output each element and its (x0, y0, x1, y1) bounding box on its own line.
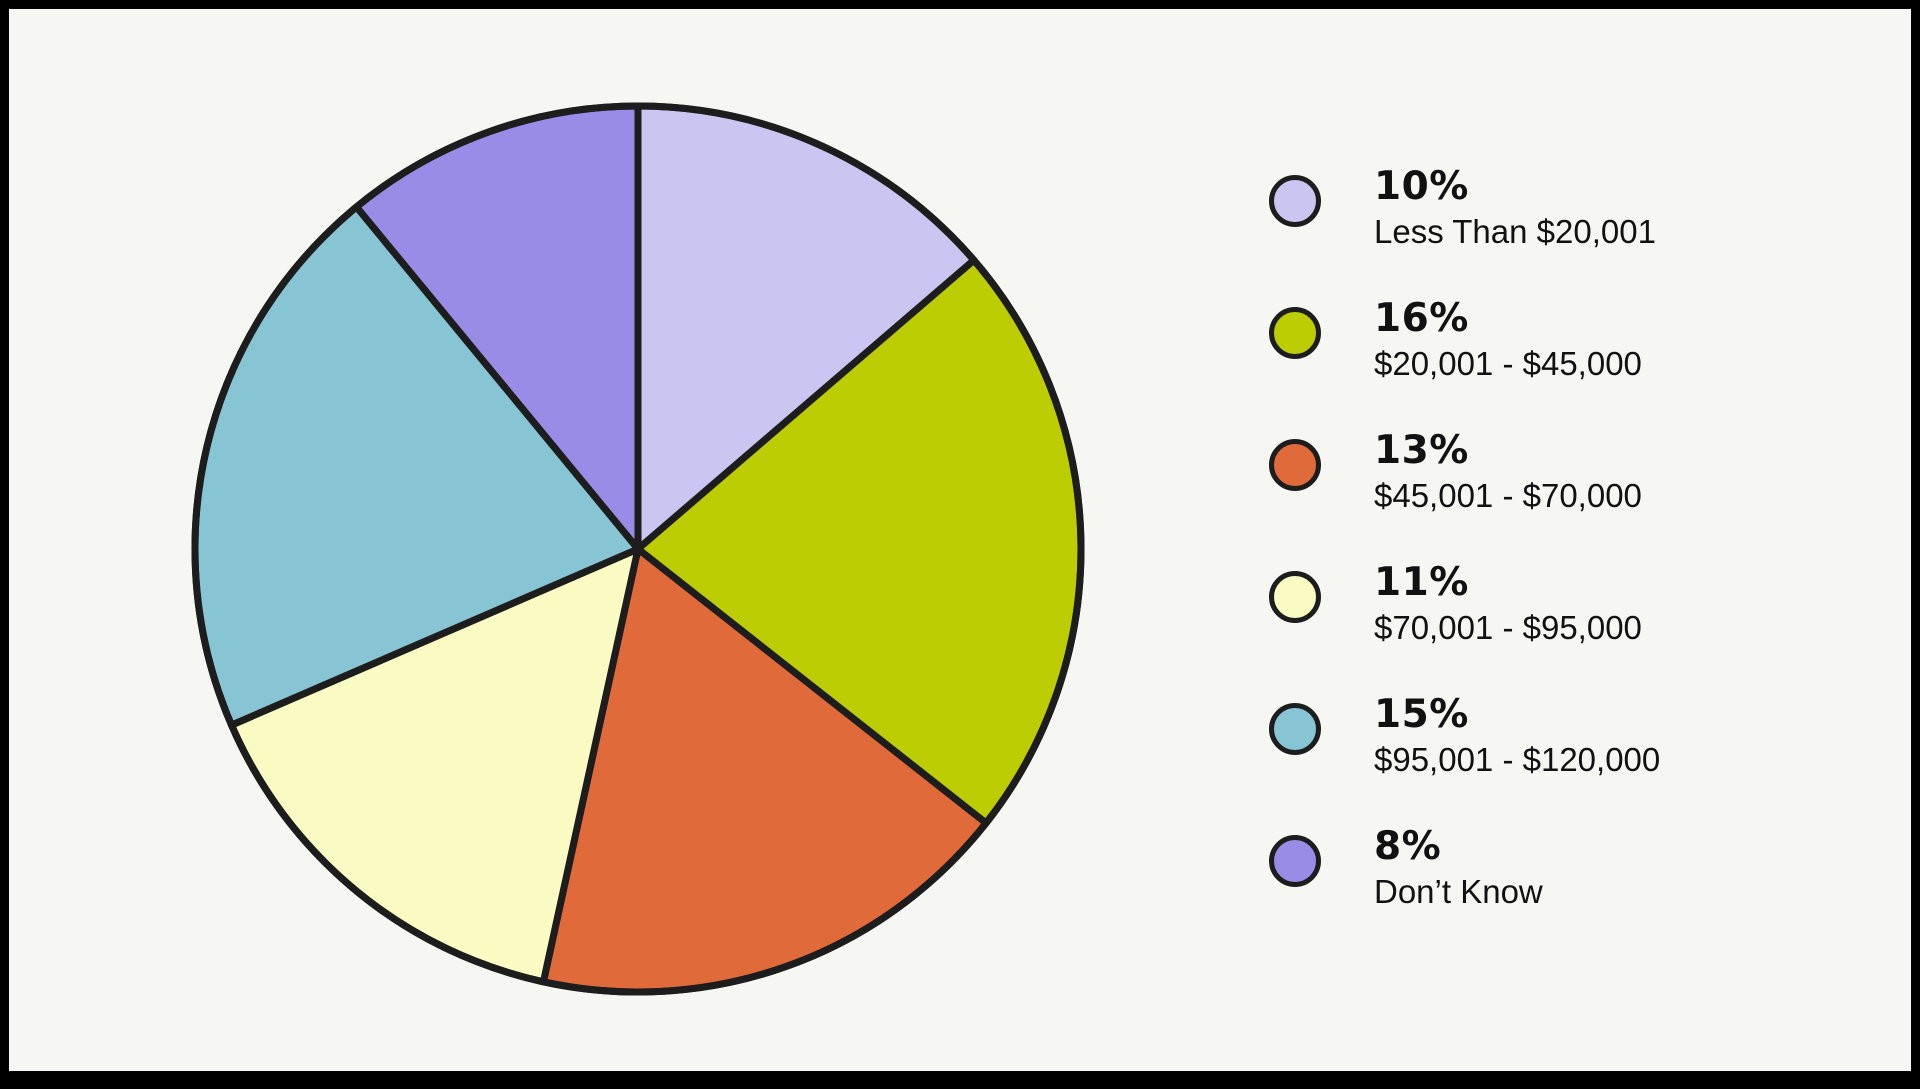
legend: 10% Less Than $20,001 16% $20,001 - $45,… (1267, 165, 1867, 961)
legend-item-95001-120000: 15% $95,001 - $120,000 (1267, 693, 1867, 829)
legend-label: Don’t Know (1374, 873, 1543, 910)
legend-swatch-1 (1269, 307, 1321, 359)
legend-item-45001-70000: 13% $45,001 - $70,000 (1267, 429, 1867, 565)
legend-percent: 15% (1374, 692, 1469, 737)
legend-swatch-3 (1269, 571, 1321, 623)
legend-item-dont-know: 8% Don’t Know (1267, 825, 1867, 961)
legend-swatch-2 (1269, 439, 1321, 491)
legend-percent: 10% (1374, 164, 1469, 209)
legend-label: $70,001 - $95,000 (1374, 609, 1642, 646)
legend-swatch-5 (1269, 835, 1321, 887)
legend-percent: 16% (1374, 296, 1469, 341)
legend-item-less-than-20001: 10% Less Than $20,001 (1267, 165, 1867, 301)
legend-label: Less Than $20,001 (1374, 213, 1656, 250)
legend-label: $45,001 - $70,000 (1374, 477, 1642, 514)
pie-outline (191, 102, 1085, 996)
legend-item-70001-95000: 11% $70,001 - $95,000 (1267, 561, 1867, 697)
legend-percent: 11% (1374, 560, 1469, 605)
legend-percent: 13% (1374, 428, 1469, 473)
legend-item-20001-45000: 16% $20,001 - $45,000 (1267, 297, 1867, 433)
pie-chart (191, 102, 1085, 996)
legend-label: $20,001 - $45,000 (1374, 345, 1642, 382)
legend-percent: 8% (1374, 824, 1442, 869)
legend-label: $95,001 - $120,000 (1374, 741, 1661, 778)
legend-swatch-4 (1269, 703, 1321, 755)
legend-swatch-0 (1269, 175, 1321, 227)
